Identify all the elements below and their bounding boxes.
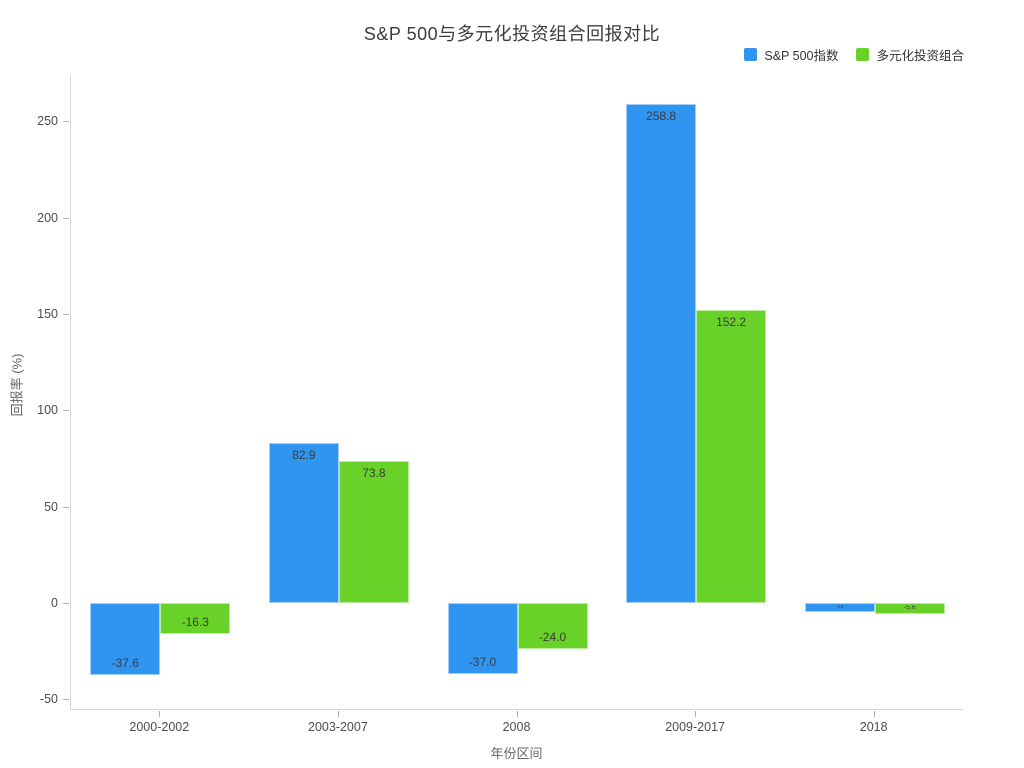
x-tick-label: 2009-2017 (665, 720, 725, 734)
bar-value-label: 152.2 (716, 315, 747, 328)
y-tick-mark (63, 506, 69, 508)
chart-title: S&P 500与多元化投资组合回报对比 (363, 24, 661, 44)
bar-portfolio-2003-2007: 73.8 (338, 460, 409, 604)
bar-sp500-2018: -4.4 (804, 603, 875, 612)
y-tick-label: 50 (44, 499, 58, 514)
x-tick-mark (516, 711, 518, 717)
y-tick-label: 200 (37, 210, 58, 225)
sp500-swatch-icon (744, 48, 758, 61)
x-tick-label: 2000-2002 (129, 720, 190, 734)
x-tick-mark (695, 711, 697, 717)
x-tick-mark (159, 711, 161, 717)
y-tick-mark (63, 410, 69, 412)
legend: S&P 500指数 多元化投资组合 (744, 45, 964, 64)
bar-value-label: -5.6 (903, 605, 916, 612)
plot-area: -37.6 82.9 -37.0 258.8 -4.4 -16.3 73.8 -24.0 152… (70, 75, 963, 710)
bar-portfolio-2009-2017: 152.2 (696, 309, 767, 604)
y-tick-mark (63, 217, 69, 219)
portfolio-swatch-icon (856, 48, 870, 61)
bar-portfolio-2000-2002: -16.3 (160, 603, 231, 635)
legend-label-sp500: S&P 500指数 (764, 49, 839, 63)
y-tick-label: 0 (51, 596, 58, 611)
bar-value-label: 82.9 (292, 449, 316, 462)
x-tick-label: 2018 (859, 720, 888, 734)
y-tick-mark (63, 603, 69, 605)
y-tick-mark (63, 699, 69, 701)
x-tick-mark (873, 711, 875, 717)
y-tick-label: -50 (39, 692, 58, 707)
bar-sp500-2000-2002: -37.6 (90, 603, 161, 676)
bar-value-label: -4.4 (835, 605, 844, 610)
bar-portfolio-2008: -24.0 (517, 603, 588, 650)
legend-item-portfolio: 多元化投资组合 (856, 45, 964, 64)
legend-label-portfolio: 多元化投资组合 (876, 49, 964, 63)
y-tick-label: 100 (37, 403, 58, 418)
bar-value-label: -37.6 (111, 657, 139, 670)
y-tick-mark (63, 313, 69, 315)
x-tick-label: 2008 (502, 720, 531, 734)
bar-value-label: -37.0 (468, 656, 497, 669)
y-tick-label: 150 (37, 306, 58, 321)
bar-value-label: -24.0 (538, 631, 567, 644)
bar-value-label: 73.8 (362, 466, 386, 479)
bar-sp500-2003-2007: 82.9 (268, 443, 339, 604)
bar-value-label: 258.8 (646, 110, 677, 123)
legend-item-sp500: S&P 500指数 (744, 45, 838, 64)
bar-value-label: -16.3 (181, 616, 209, 629)
bar-sp500-2008: -37.0 (447, 603, 518, 675)
y-tick-label: 250 (37, 114, 58, 129)
bar-sp500-2009-2017: 258.8 (626, 104, 697, 604)
y-axis-title: 回报率 (%) (9, 353, 25, 417)
bar-portfolio-2018: -5.6 (874, 603, 945, 614)
x-axis-title: 年份区间 (490, 746, 543, 761)
y-tick-mark (63, 121, 69, 123)
x-tick-label: 2003-2007 (308, 720, 368, 734)
x-tick-mark (337, 711, 339, 717)
